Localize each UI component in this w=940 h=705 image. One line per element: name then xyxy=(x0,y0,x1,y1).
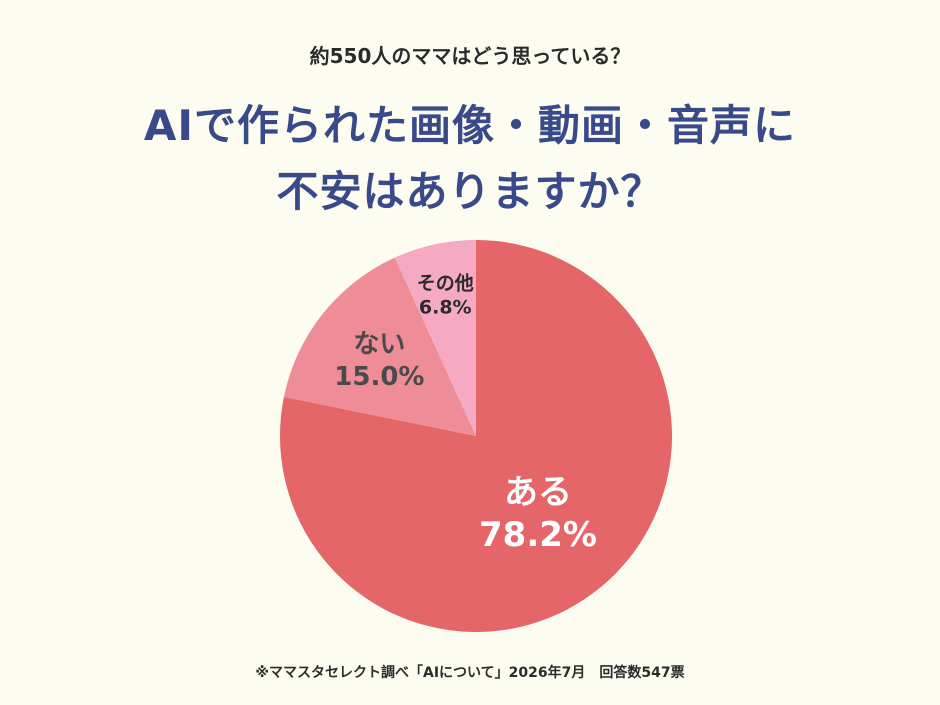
pie-value-label-1: 78.2% xyxy=(479,515,597,555)
survey-note: ※ママスタセレクト調べ「AIについて」2026年7月 回答数547票 xyxy=(255,665,685,681)
pie-value-label-2: 15.0% xyxy=(334,362,424,392)
pie-slice-2 xyxy=(283,257,476,436)
chart-title-line-2: 不安はありますか？ xyxy=(276,167,664,216)
pie-slice-3 xyxy=(394,240,476,436)
chart-subtitle: 約550人のママはどう思っている？ xyxy=(309,44,631,68)
pie-category-label-3: その他 xyxy=(417,272,474,295)
pie-category-label-2: ない xyxy=(353,330,405,360)
pie-value-label-3: 6.8% xyxy=(419,296,472,318)
pie-category-label-1: ある xyxy=(504,472,572,512)
chart-title-line-1: AIで作られた画像・動画・音声に xyxy=(143,101,797,150)
